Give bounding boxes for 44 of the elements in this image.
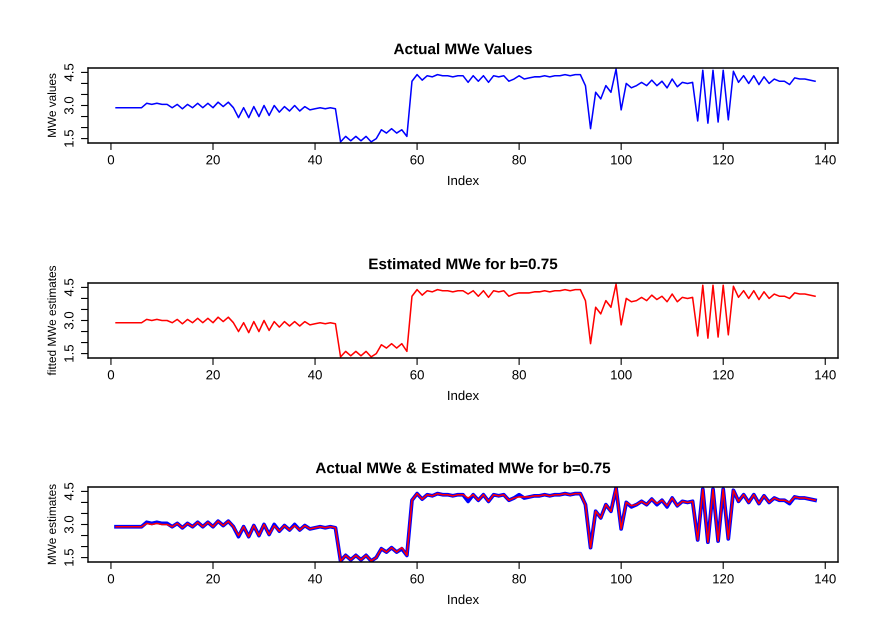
x-tick-label: 100 bbox=[611, 574, 632, 584]
x-tick-label: 100 bbox=[611, 155, 632, 164]
y-tick-label: 1.5 bbox=[64, 344, 74, 362]
y-tick-label: 4.5 bbox=[64, 64, 74, 82]
y-tick-label: 4.5 bbox=[64, 278, 74, 296]
y-tick-label: 4.5 bbox=[64, 482, 74, 500]
x-tick-label: 80 bbox=[512, 574, 526, 584]
line-series bbox=[115, 68, 816, 143]
x-tick-label: 60 bbox=[410, 155, 424, 164]
x-tick-label: 120 bbox=[713, 574, 734, 584]
chart-title: Actual MWe Values bbox=[394, 43, 532, 54]
chart-title: Estimated MWe for b=0.75 bbox=[369, 258, 558, 270]
y-tick-label: 3.0 bbox=[64, 312, 74, 330]
line-series bbox=[115, 283, 816, 358]
x-tick-label: 140 bbox=[815, 574, 836, 584]
x-tick-label: 60 bbox=[410, 574, 424, 584]
y-axis-title: fitted MWe estimates bbox=[47, 266, 56, 376]
x-tick-label: 20 bbox=[206, 370, 220, 380]
chart-title: Actual MWe & Estimated MWe for b=0.75 bbox=[316, 462, 610, 474]
x-tick-label: 0 bbox=[108, 370, 114, 380]
y-axis-title: MWe values bbox=[47, 74, 56, 137]
x-tick-label: 80 bbox=[512, 370, 526, 380]
y-tick-label: 1.5 bbox=[64, 130, 74, 147]
x-tick-label: 0 bbox=[108, 574, 114, 584]
x-tick-label: 80 bbox=[512, 155, 526, 164]
y-tick-label: 1.5 bbox=[64, 548, 74, 566]
x-tick-label: 20 bbox=[206, 155, 220, 164]
x-tick-label: 40 bbox=[308, 155, 322, 164]
x-axis-title: Index bbox=[448, 175, 479, 186]
y-axis-title: MWe estimates bbox=[47, 484, 56, 564]
x-tick-label: 20 bbox=[206, 574, 220, 584]
x-tick-label: 40 bbox=[308, 574, 322, 584]
x-tick-label: 100 bbox=[611, 370, 632, 380]
x-tick-label: 40 bbox=[308, 370, 322, 380]
x-tick-label: 120 bbox=[713, 370, 734, 380]
x-axis-title: Index bbox=[448, 390, 479, 400]
x-tick-label: 140 bbox=[815, 370, 836, 380]
x-axis-title: Index bbox=[448, 594, 479, 604]
y-tick-label: 3.0 bbox=[64, 516, 74, 534]
x-tick-label: 140 bbox=[815, 155, 836, 164]
x-tick-label: 60 bbox=[410, 370, 424, 380]
y-tick-label: 3.0 bbox=[64, 96, 74, 114]
x-tick-label: 120 bbox=[713, 155, 734, 164]
x-tick-label: 0 bbox=[108, 155, 114, 164]
